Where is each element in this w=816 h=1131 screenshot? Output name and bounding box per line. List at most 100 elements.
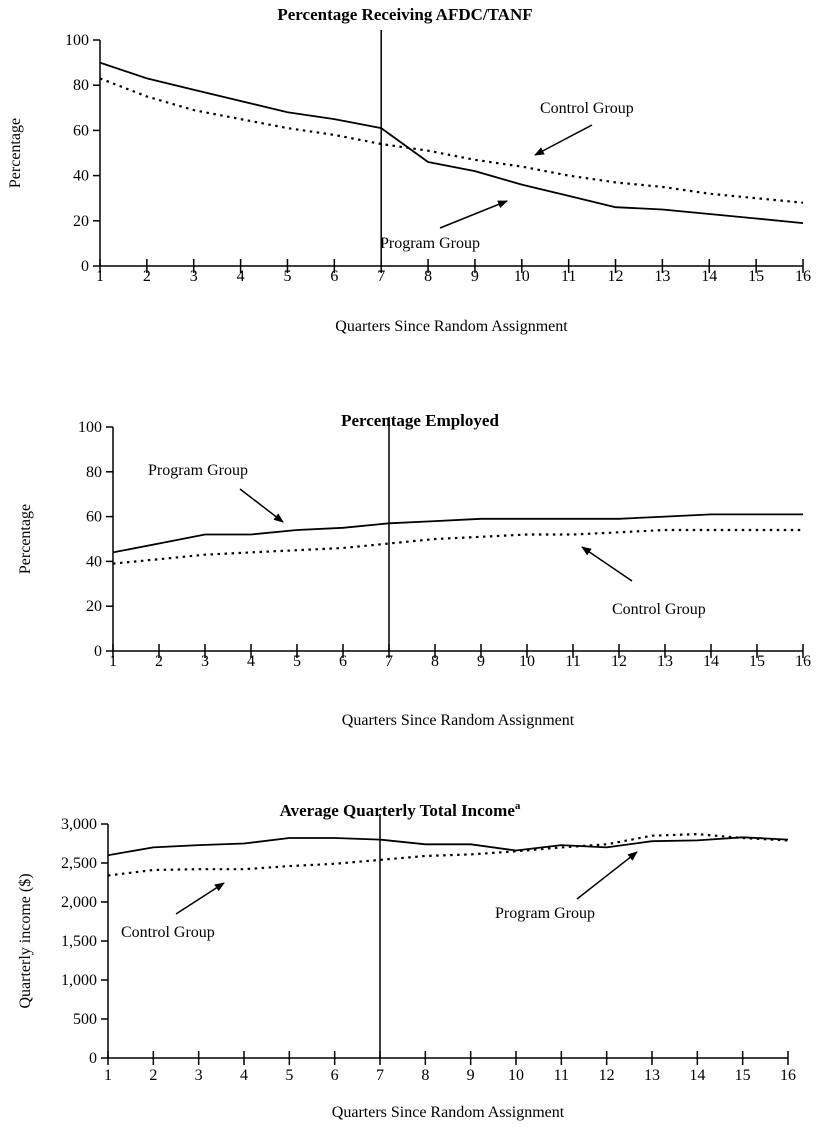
x-tick-label: 1 <box>109 653 117 670</box>
series-line-program-group <box>99 61 804 224</box>
series-line-program-group <box>112 513 803 554</box>
x-tick-label: 6 <box>339 653 347 670</box>
x-tick-label: 11 <box>554 1067 569 1084</box>
x-tick-label: 4 <box>237 268 245 285</box>
annotation-arrow-program-group <box>239 488 284 523</box>
chart-title-superscript: a <box>515 800 521 812</box>
x-tick-label: 8 <box>424 268 432 285</box>
x-tick-label: 12 <box>611 653 627 670</box>
annotation-arrow-control-group <box>581 546 633 582</box>
x-tick-label: 6 <box>331 1067 339 1084</box>
x-tick-label: 2 <box>149 1067 157 1084</box>
annotation-arrow-control-group <box>534 124 593 156</box>
x-tick-label: 14 <box>703 653 719 670</box>
x-tick-label: 7 <box>385 653 393 670</box>
y-tick-label: 0 <box>81 258 89 275</box>
annotation-arrow-program-group <box>439 200 508 229</box>
x-tick-label: 9 <box>471 268 479 285</box>
chart-title: Percentage Employed <box>341 411 499 430</box>
series-line-control-group <box>107 832 789 877</box>
x-tick-label: 5 <box>293 653 301 670</box>
x-tick-label: 3 <box>190 268 198 285</box>
x-tick-label: 15 <box>748 268 764 285</box>
chart-title-text: Percentage Employed <box>341 411 499 430</box>
y-tick-label: 0 <box>94 643 102 660</box>
series-line-control-group <box>112 528 803 565</box>
x-tick-label: 2 <box>155 653 163 670</box>
series-line-program-group <box>107 836 789 857</box>
x-tick-label: 16 <box>795 653 811 670</box>
x-axis-label: Quarters Since Random Assignment <box>342 712 575 729</box>
y-tick-label: 20 <box>86 598 102 615</box>
annotation-arrow-control-group <box>175 882 225 915</box>
y-tick-label: 1,500 <box>61 933 97 950</box>
chart-1: Percentage Receiving AFDC/TANF 0 20 40 60 80 1… <box>7 5 811 335</box>
y-tick-label: 1,000 <box>61 972 97 989</box>
x-tick-label: 3 <box>195 1067 203 1084</box>
x-tick-label: 5 <box>285 1067 293 1084</box>
chart-title-text: Average Quarterly Total Income <box>280 801 516 820</box>
x-tick-label: 7 <box>376 1067 384 1084</box>
y-axis-label: Percentage <box>17 504 34 574</box>
annotation-program-group: Program Group <box>148 462 248 479</box>
x-tick-label: 1 <box>96 268 104 285</box>
x-tick-label: 13 <box>654 268 670 285</box>
y-tick-label: 500 <box>73 1011 97 1028</box>
x-tick-label: 4 <box>240 1067 248 1084</box>
y-tick-label: 0 <box>89 1050 97 1067</box>
x-tick-label: 12 <box>608 268 624 285</box>
x-tick-label: 7 <box>377 268 385 285</box>
x-tick-label: 14 <box>701 268 717 285</box>
y-tick-label: 60 <box>73 122 89 139</box>
x-tick-label: 16 <box>795 268 811 285</box>
chart-title-text: Percentage Receiving AFDC/TANF <box>277 5 532 24</box>
x-axis-label: Quarters Since Random Assignment <box>335 318 568 335</box>
x-tick-label: 10 <box>519 653 535 670</box>
x-tick-label: 9 <box>467 1067 475 1084</box>
x-tick-label: 15 <box>735 1067 751 1084</box>
chart-3: Average Quarterly Total Incomea 0 500 1,000… <box>17 800 796 1121</box>
annotation-control-group: Control Group <box>121 924 215 941</box>
y-tick-label: 100 <box>78 419 102 436</box>
x-tick-label: 11 <box>565 653 580 670</box>
x-tick-label: 6 <box>330 268 338 285</box>
x-tick-label: 13 <box>657 653 673 670</box>
x-tick-label: 9 <box>477 653 485 670</box>
x-tick-label: 10 <box>514 268 530 285</box>
x-tick-label: 14 <box>689 1067 705 1084</box>
y-tick-label: 80 <box>73 77 89 94</box>
x-tick-label: 13 <box>644 1067 660 1084</box>
annotation-program-group: Program Group <box>380 235 480 252</box>
x-tick-label: 11 <box>561 268 576 285</box>
y-tick-label: 2,500 <box>61 855 97 872</box>
y-axis-label: Percentage <box>7 118 24 188</box>
y-tick-label: 40 <box>73 168 89 185</box>
chart-title: Average Quarterly Total Incomea <box>280 800 521 820</box>
x-tick-label: 8 <box>421 1067 429 1084</box>
annotation-arrow-program-group <box>576 851 638 900</box>
y-tick-label: 2,000 <box>61 894 97 911</box>
x-tick-label: 12 <box>599 1067 615 1084</box>
x-tick-label: 4 <box>247 653 255 670</box>
y-tick-label: 40 <box>86 553 102 570</box>
y-axis-label: Quarterly income ($) <box>17 873 34 1008</box>
x-tick-label: 2 <box>143 268 151 285</box>
x-tick-label: 1 <box>104 1067 112 1084</box>
y-tick-label: 100 <box>65 32 89 49</box>
annotation-control-group: Control Group <box>540 100 634 117</box>
y-tick-label: 20 <box>73 213 89 230</box>
x-tick-label: 5 <box>283 268 291 285</box>
x-axis-label: Quarters Since Random Assignment <box>332 1104 565 1121</box>
y-tick-label: 3,000 <box>61 816 97 833</box>
x-tick-label: 15 <box>749 653 765 670</box>
y-tick-label: 60 <box>86 509 102 526</box>
x-tick-label: 3 <box>201 653 209 670</box>
annotation-control-group: Control Group <box>612 601 706 618</box>
x-tick-label: 8 <box>431 653 439 670</box>
chart-title: Percentage Receiving AFDC/TANF <box>277 5 532 24</box>
annotation-program-group: Program Group <box>495 905 595 922</box>
series-line-control-group <box>99 77 804 204</box>
y-tick-label: 80 <box>86 464 102 481</box>
